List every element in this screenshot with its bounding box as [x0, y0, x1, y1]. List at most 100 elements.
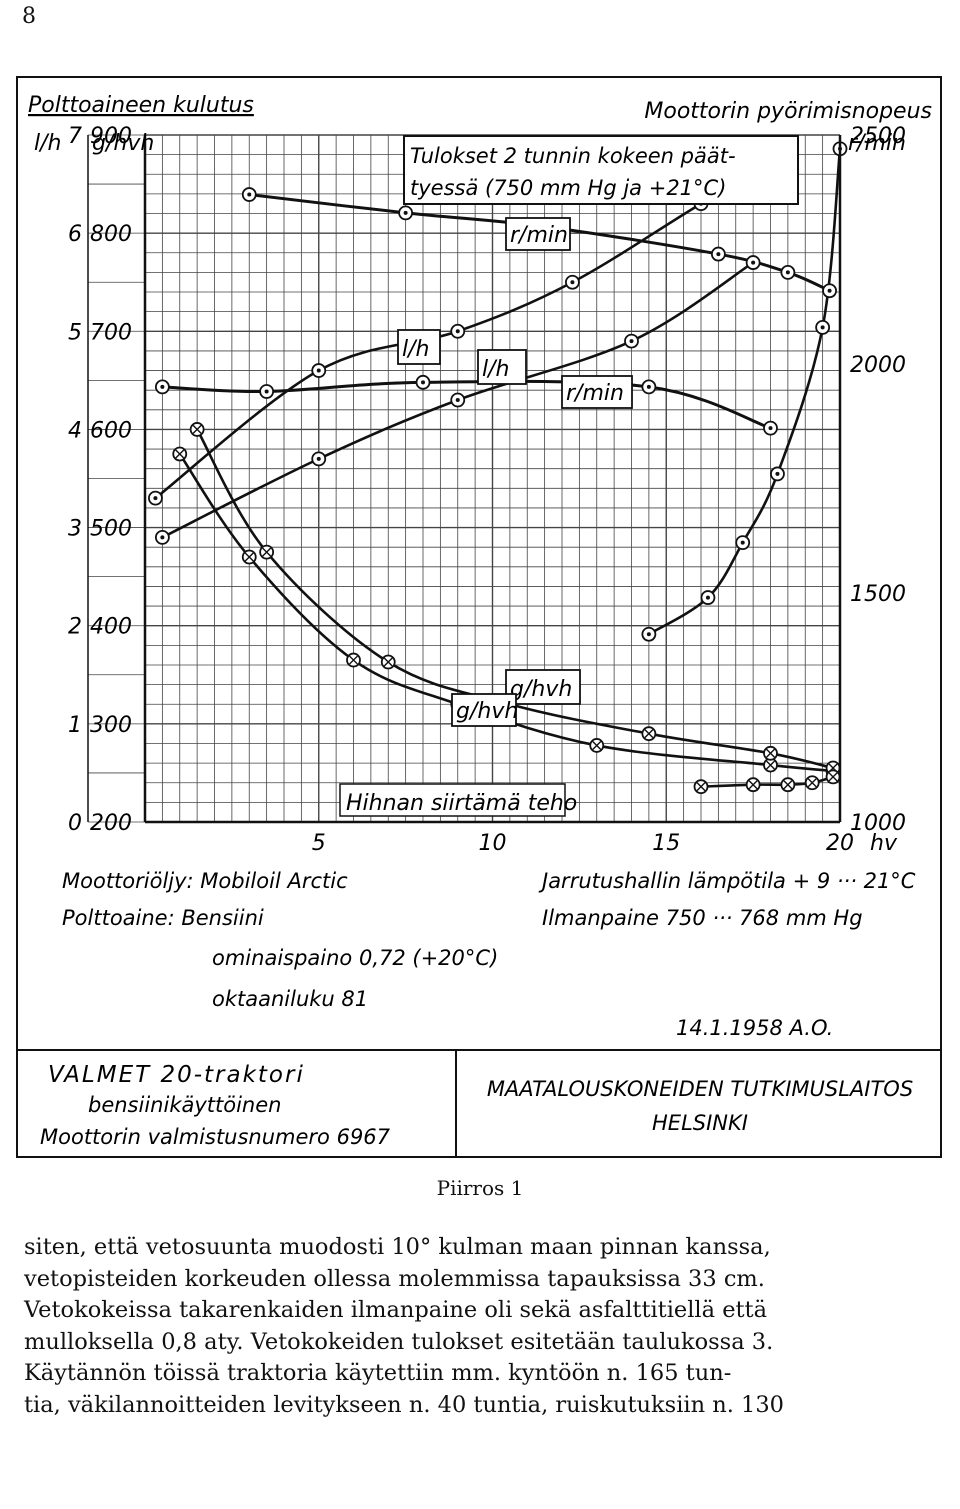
- data-point: [780, 264, 796, 280]
- page-number: 8: [22, 4, 36, 29]
- data-point: [735, 535, 751, 551]
- note-temp: Jarrutushallin lämpötila + 9 ··· 21°C: [538, 869, 916, 893]
- data-point: [311, 363, 327, 378]
- data-point: [259, 544, 275, 560]
- lh-unit: l/h: [34, 131, 61, 156]
- lh-tick-label: 6: [68, 222, 82, 247]
- data-point: [346, 652, 361, 668]
- data-point: [589, 738, 605, 753]
- lh-tick-label: 5: [68, 320, 82, 345]
- ghvh-tick-label: 800: [90, 222, 132, 247]
- data-point: [763, 420, 778, 436]
- note-oil: Moottoriöljy: Mobiloil Arctic: [62, 869, 348, 893]
- lh-tick-label: 3: [68, 517, 82, 542]
- note-fuel: Polttoaine: Bensiini: [62, 906, 264, 930]
- rmin-tick-label: 1000: [850, 811, 906, 836]
- x-tick-label: 10: [479, 831, 507, 856]
- title-block-serial: Moottorin valmistusnumero 6967: [40, 1125, 391, 1149]
- data-point: [259, 384, 275, 399]
- data-point: [154, 379, 170, 395]
- data-point: [154, 529, 170, 545]
- note-line-1: Tulokset 2 tunnin kokeen päät-: [410, 144, 736, 168]
- svg-text:g/hvh: g/hvh: [510, 677, 572, 702]
- title-block-model: VALMET 20-traktori: [48, 1062, 305, 1088]
- rmin-unit: r/min: [848, 131, 906, 156]
- data-point: [763, 745, 778, 761]
- note-date: 14.1.1958 A.O.: [676, 1016, 833, 1040]
- data-point: [770, 466, 785, 482]
- data-point: [745, 255, 761, 270]
- data-point: [641, 726, 657, 742]
- data-point: [450, 323, 466, 339]
- lh-tick-label: 1: [68, 713, 82, 738]
- data-point: [780, 777, 796, 793]
- body-line: siten, että vetosuunta muodosti 10° kulm…: [24, 1234, 771, 1260]
- data-point: [815, 319, 831, 335]
- ghvh-tick-label: 700: [90, 320, 132, 345]
- data-point: [804, 775, 820, 791]
- body-line: Vetokokeissa takarenkaiden ilmanpaine ol…: [24, 1297, 768, 1324]
- data-point: [710, 246, 726, 262]
- lh-tick-label: 7: [68, 124, 82, 149]
- figure-caption: Piirros 1: [436, 1176, 524, 1200]
- chart-curves: [154, 148, 842, 788]
- rmin-tick-label: 1500: [850, 582, 906, 607]
- data-point: [241, 187, 257, 202]
- svg-text:l/h: l/h: [402, 337, 429, 362]
- data-point: [450, 392, 466, 408]
- note-line-2: tyessä (750 mm Hg ja +21°C): [410, 176, 726, 200]
- data-point: [415, 374, 431, 390]
- note-octane: oktaaniluku 81: [212, 987, 368, 1011]
- title-block-city: HELSINKI: [652, 1111, 748, 1135]
- ghvh-tick-label: 900: [90, 124, 132, 149]
- x-axis-label: Hihnan siirtämä teho: [346, 791, 577, 816]
- data-point: [693, 779, 709, 795]
- data-point: [311, 451, 327, 467]
- note-density: ominaispaino 0,72 (+20°C): [212, 946, 498, 970]
- svg-text:r/min: r/min: [510, 223, 568, 248]
- title-block-fuel: bensiinikäyttöinen: [88, 1093, 281, 1117]
- ghvh-tick-label: 200: [90, 811, 132, 836]
- body-line: vetopisteiden korkeuden ollessa molemmis…: [24, 1265, 765, 1292]
- svg-text:g/hvh: g/hvh: [456, 699, 518, 724]
- data-point: [825, 769, 841, 785]
- curve-label-lh: l/h: [477, 349, 527, 385]
- lh-tick-label: 4: [68, 418, 82, 443]
- right-title: Moottorin pyörimisnopeus: [644, 99, 932, 124]
- x-tick-label: 5: [312, 831, 326, 856]
- body-line: mulloksella 0,8 aty. Vetokokeiden tuloks…: [24, 1328, 774, 1355]
- data-point: [172, 446, 188, 462]
- data-point: [745, 777, 761, 793]
- body-line: tia, väkilannoitteiden levitykseen n. 40…: [24, 1391, 784, 1418]
- x-unit-label: hv: [870, 831, 898, 856]
- data-point: [641, 379, 657, 395]
- series-line: [154, 153, 789, 500]
- data-point: [641, 626, 657, 642]
- lh-tick-label: 2: [68, 615, 82, 640]
- note-pressure: Ilmanpaine 750 ··· 768 mm Hg: [542, 906, 863, 930]
- curve-label-rmin: r/min: [561, 375, 633, 409]
- data-point: [565, 274, 580, 290]
- series-line: [162, 379, 771, 430]
- data-point: [189, 422, 205, 437]
- data-point: [380, 654, 396, 670]
- x-tick-label: 20: [826, 831, 854, 856]
- svg-text:l/h: l/h: [482, 357, 509, 382]
- title-block-institute: MAATALOUSKONEIDEN TUTKIMUSLAITOS: [487, 1077, 913, 1101]
- rmin-tick-label: 2500: [850, 124, 906, 149]
- curve-label-ghvh: g/hvh: [505, 669, 581, 705]
- figure-frame: [16, 76, 942, 1158]
- data-point: [398, 205, 414, 221]
- left-title: Polttoaineen kulutus: [28, 93, 254, 118]
- body-line: Käytännön töissä traktoria käytettiin mm…: [24, 1360, 732, 1387]
- curve-label-ghvh: g/hvh: [451, 693, 518, 727]
- rmin-tick-label: 2000: [850, 353, 906, 378]
- data-point: [700, 590, 716, 605]
- ghvh-tick-label: 300: [90, 713, 132, 738]
- curve-label-rmin: r/min: [505, 217, 571, 251]
- ghvh-tick-label: 500: [90, 517, 132, 542]
- curve-label-lh: l/h: [397, 329, 441, 365]
- body-text: siten, että vetosuunta muodosti 10° kulm…: [24, 1232, 936, 1422]
- x-tick-label: 15: [652, 831, 680, 856]
